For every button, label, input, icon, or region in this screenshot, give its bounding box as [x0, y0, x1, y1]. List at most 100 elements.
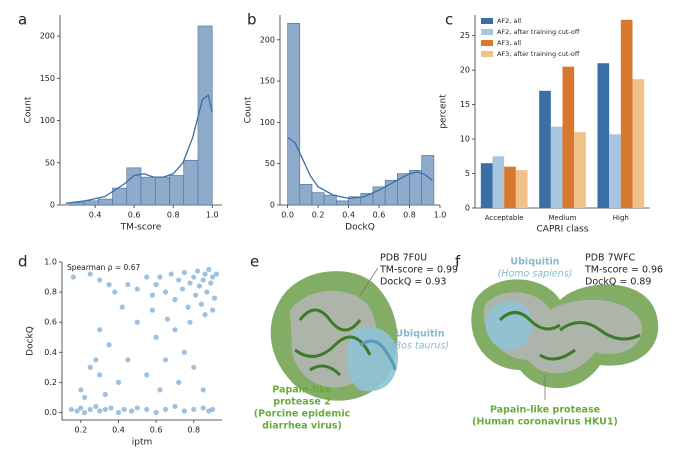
y-tick-label: 150: [40, 74, 55, 83]
point: [202, 271, 208, 277]
point: [179, 286, 186, 292]
structure-f: [471, 279, 659, 400]
bar: [504, 166, 516, 208]
y-tick-label: 50: [265, 159, 275, 168]
point: [172, 297, 178, 303]
point: [191, 274, 197, 280]
partner-name: Ubiquitin: [395, 329, 444, 340]
bar: [409, 170, 423, 206]
point: [121, 406, 127, 413]
bar: [323, 194, 337, 206]
point: [153, 281, 159, 288]
bar: [336, 200, 349, 206]
pdb-id: PDB 7WFC: [585, 253, 635, 264]
protease-name: (Porcine epidemic: [254, 409, 350, 420]
point: [112, 289, 118, 295]
point: [106, 342, 112, 348]
panel-letter: c: [445, 11, 453, 29]
x-tick-label: 1.0: [206, 211, 219, 220]
y-tick-label: 5: [465, 169, 470, 178]
point: [149, 307, 155, 313]
bar: [550, 126, 563, 208]
x-axis-label: CAPRI class: [537, 225, 589, 235]
point: [200, 277, 206, 283]
protease-name: Papain-like: [272, 385, 331, 396]
x-tick-label: 0.8: [167, 211, 180, 220]
y-tick-label: 25: [460, 31, 470, 40]
legend-swatch: [481, 18, 493, 24]
bar: [480, 163, 493, 208]
bar: [311, 192, 325, 206]
panel-letter: a: [18, 11, 27, 29]
point: [134, 319, 140, 325]
x-tick-label: 0.4: [89, 211, 102, 220]
point: [153, 334, 159, 340]
bar: [597, 63, 610, 208]
point: [74, 408, 80, 414]
bar: [632, 79, 645, 208]
point: [172, 403, 178, 410]
x-tick-label: Acceptable: [485, 214, 524, 222]
protease-name: protease 2: [273, 397, 330, 408]
y-tick-label: 20: [460, 66, 470, 75]
point: [93, 403, 99, 410]
tm-score: TM-score = 0.99: [379, 265, 458, 276]
bar: [183, 159, 199, 206]
x-tick-label: 0.0: [281, 211, 294, 220]
y-tick-label: 1.0: [44, 258, 57, 267]
point: [172, 327, 178, 333]
x-tick-label: High: [613, 214, 629, 222]
point: [187, 319, 193, 325]
point: [196, 283, 203, 289]
point: [81, 409, 88, 416]
y-tick-label: 0.2: [44, 378, 57, 387]
partner-name: Ubiquitin: [510, 257, 559, 268]
bar: [154, 176, 170, 206]
bar: [197, 25, 213, 206]
bar: [299, 184, 313, 206]
y-tick-label: 0.8: [44, 288, 57, 297]
point: [97, 327, 103, 333]
point: [191, 364, 197, 370]
point: [202, 312, 208, 318]
x-tick-label: 0.6: [128, 211, 141, 220]
bar: [126, 167, 142, 206]
point: [213, 271, 219, 277]
bar: [492, 156, 505, 208]
point: [87, 364, 93, 370]
partner-species: (Homo sapiens): [498, 269, 573, 280]
protease-name: diarrhea virus): [262, 421, 342, 432]
annotation: Spearman ρ = 0.67: [67, 263, 140, 272]
bar: [574, 132, 586, 208]
y-tick-label: 10: [460, 135, 470, 144]
dockq: DockQ = 0.93: [380, 277, 446, 288]
point: [102, 406, 108, 413]
bar: [97, 198, 113, 206]
point: [204, 289, 210, 295]
point: [129, 408, 135, 414]
point: [134, 405, 140, 411]
x-tick-label: 0.6: [150, 426, 163, 435]
point: [208, 280, 214, 286]
bar: [287, 22, 301, 206]
x-tick-label: 0.8: [187, 426, 200, 435]
legend-label: AF2, after training cut-off: [497, 28, 580, 36]
bar: [609, 134, 621, 208]
protease-name: (Human coronavirus HKU1): [472, 417, 618, 428]
y-tick-label: 150: [260, 77, 275, 86]
point: [157, 387, 163, 393]
bar: [421, 155, 435, 206]
point: [102, 391, 108, 398]
point: [193, 292, 199, 298]
y-axis-label: Count: [24, 96, 34, 123]
point: [157, 274, 163, 280]
point: [209, 307, 216, 313]
panel-letter: b: [247, 11, 257, 29]
y-axis-label: DockQ: [26, 326, 36, 356]
point: [115, 409, 122, 416]
point: [209, 406, 216, 413]
y-tick-label: 100: [40, 116, 55, 125]
point: [162, 406, 169, 413]
y-axis-label: percent: [439, 94, 449, 129]
